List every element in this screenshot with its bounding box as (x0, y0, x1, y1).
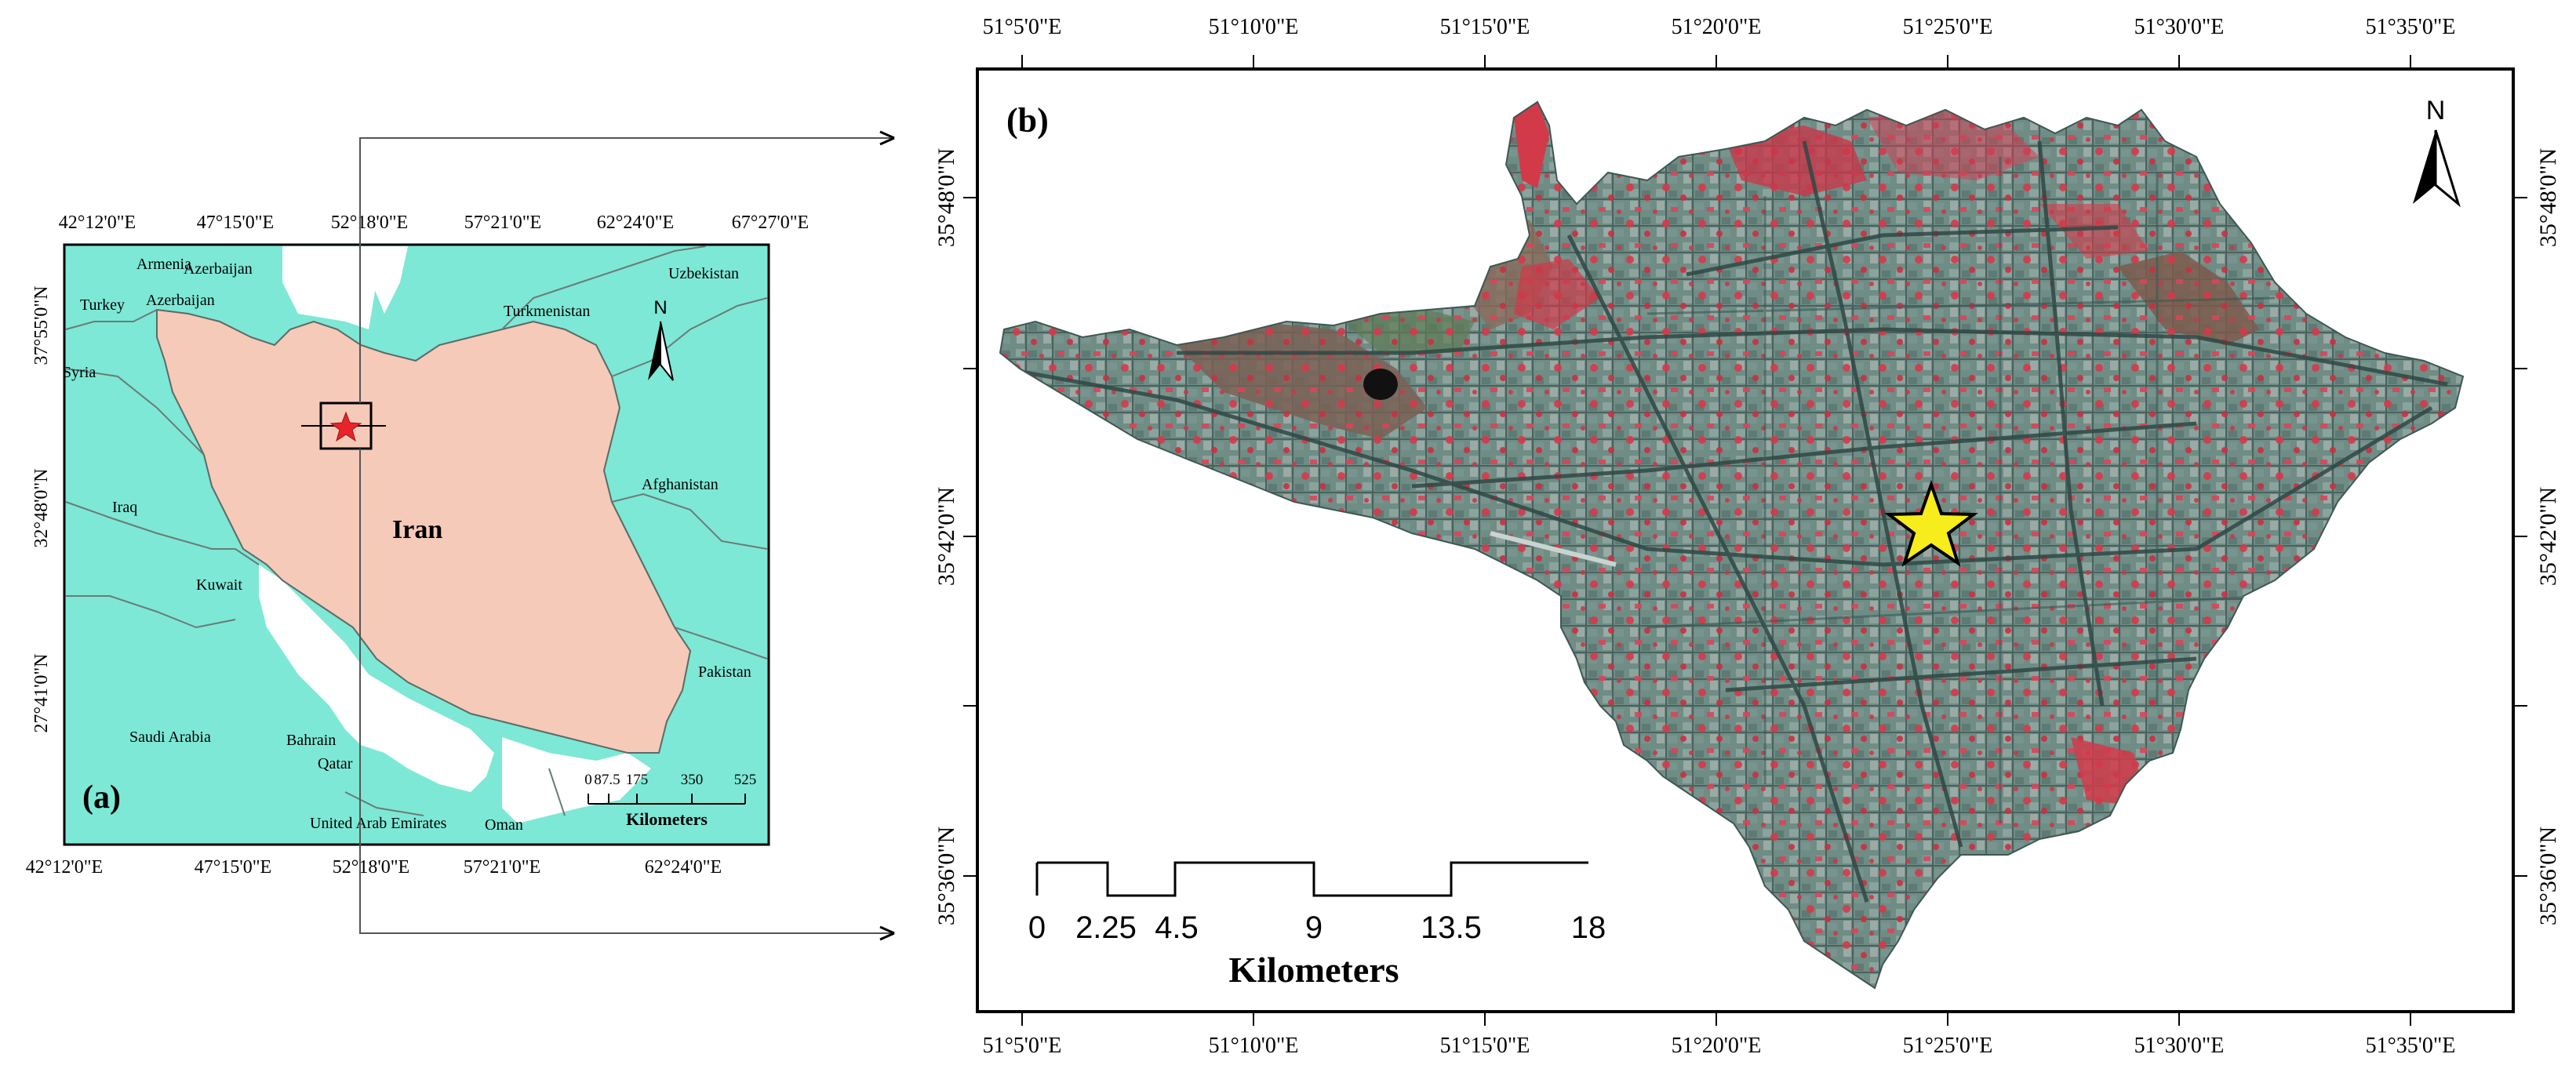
panel-a-top-tick: 57°21'0"E (464, 213, 541, 233)
panel-a-turkey-area (66, 246, 292, 329)
label-kuwait: Kuwait (196, 576, 242, 594)
panel-a: 42°12'0"E 47°15'0"E 52°18'0"E 57°21'0"E … (26, 213, 809, 878)
panel-b-left-tick: 35°36'0"N (933, 827, 959, 925)
label-iran: Iran (392, 515, 442, 544)
panel-b-scale-bar: 0 2.25 4.5 9 13.5 18 Kilometers (1028, 861, 1606, 990)
panel-b-top-tick: 51°25'0"E (1903, 15, 1993, 39)
panel-a-left-tick: 32°48'0"N (31, 468, 52, 547)
panel-b-bottom-tick: 51°20'0"E (1672, 1034, 1762, 1058)
panel-a-left-ticks: 37°55'0"N 32°48'0"N 27°41'0"N (31, 285, 52, 732)
north-label: N (653, 297, 667, 318)
scale-tick: 87.5 (594, 772, 620, 788)
panel-b-left-ticks: 35°48'0"N 35°42'0"N 35°36'0"N (933, 148, 959, 925)
panel-b-top-tick: 51°5'0"E (983, 15, 1062, 39)
panel-a-bottom-tick: 57°21'0"E (464, 857, 540, 878)
panel-a-country-labels: Armenia Azerbaijan Azerbaijan Turkey Syr… (63, 256, 751, 834)
label-syria: Syria (63, 364, 96, 381)
panel-b-label: (b) (1006, 101, 1049, 140)
panel-a-left-tick: 37°55'0"N (31, 285, 52, 365)
connector-lines (359, 130, 895, 941)
panel-a-iran (156, 308, 692, 754)
label-turkmenistan: Turkmenistan (504, 303, 590, 320)
panel-a-top-tick: 62°24'0"E (597, 213, 674, 233)
panel-a-top-tick: 42°12'0"E (59, 213, 136, 233)
scale-tick: 13.5 (1421, 910, 1482, 945)
panel-b-north-arrow: N (2413, 96, 2461, 208)
panel-b-bottom-tick: 51°25'0"E (1903, 1034, 1993, 1058)
scale-unit: Kilometers (1228, 950, 1399, 990)
panel-b-top-ticks: 51°5'0"E 51°10'0"E 51°15'0"E 51°20'0"E 5… (983, 15, 2456, 39)
star-icon (329, 411, 362, 442)
scale-tick: 0 (584, 772, 592, 788)
north-label: N (2426, 96, 2446, 125)
panel-a-top-tick: 52°18'0"E (331, 213, 408, 233)
label-azerbaijan: Azerbaijan (184, 260, 253, 278)
panel-b-left-tick: 35°48'0"N (933, 148, 959, 247)
scale-tick: 2.25 (1075, 910, 1137, 945)
panel-a-caspian (282, 246, 377, 329)
panel-b: 51°5'0"E 51°10'0"E 51°15'0"E 51°20'0"E 5… (933, 15, 2561, 1058)
panel-b-top-tick: 51°20'0"E (1672, 15, 1762, 39)
scale-tick: 175 (626, 772, 649, 788)
panel-a-top-ticks: 42°12'0"E 47°15'0"E 52°18'0"E 57°21'0"E … (59, 213, 809, 233)
panel-b-bottom-ticks: 51°5'0"E 51°10'0"E 51°15'0"E 51°20'0"E 5… (983, 1034, 2456, 1058)
lake-feature (1363, 369, 1398, 400)
panel-a-bottom-tick: 52°18'0"E (333, 857, 409, 878)
panel-a-gulf (259, 565, 494, 792)
panel-b-tick-marks (963, 55, 2527, 1026)
label-iraq: Iraq (112, 499, 137, 516)
scale-tick: 525 (734, 772, 757, 788)
scale-unit: Kilometers (626, 809, 708, 829)
label-afghanistan: Afghanistan (642, 476, 719, 493)
panel-b-bottom-tick: 51°30'0"E (2134, 1034, 2225, 1058)
label-qatar: Qatar (318, 755, 353, 772)
panel-b-top-tick: 51°15'0"E (1440, 15, 1530, 39)
panel-a-bottom-tick: 42°12'0"E (26, 857, 103, 878)
label-bahrain: Bahrain (286, 732, 336, 749)
panel-b-bottom-tick: 51°35'0"E (2366, 1034, 2456, 1058)
panel-a-north-arrow: N (648, 297, 674, 381)
panel-b-right-tick: 35°36'0"N (2535, 827, 2561, 925)
north-arrow-icon (2413, 130, 2436, 204)
panel-b-right-ticks: 35°48'0"N 35°42'0"N 35°36'0"N (2535, 148, 2561, 925)
panel-a-label: (a) (82, 780, 121, 816)
panel-a-bottom-tick: 47°15'0"E (195, 857, 271, 878)
label-azerbaijan: Azerbaijan (146, 292, 215, 309)
scale-tick: 9 (1305, 910, 1323, 945)
study-location-star-icon (1884, 479, 1978, 567)
north-arrow-icon (648, 322, 660, 380)
panel-a-bottom-ticks: 42°12'0"E 47°15'0"E 52°18'0"E 57°21'0"E … (26, 857, 722, 878)
panel-b-right-tick: 35°48'0"N (2535, 148, 2561, 247)
label-oman: Oman (485, 816, 523, 834)
scale-tick: 18 (1571, 910, 1606, 945)
scale-tick: 0 (1028, 910, 1046, 945)
label-uae: United Arab Emirates (310, 815, 447, 832)
panel-b-bottom-tick: 51°15'0"E (1440, 1034, 1530, 1058)
label-saudi-arabia: Saudi Arabia (129, 729, 211, 746)
panel-a-bottom-tick: 62°24'0"E (645, 857, 722, 878)
label-armenia: Armenia (136, 256, 191, 273)
label-pakistan: Pakistan (698, 663, 751, 681)
panel-b-bottom-tick: 51°5'0"E (983, 1034, 1062, 1058)
panel-a-top-tick: 67°27'0"E (732, 213, 809, 233)
panel-b-right-tick: 35°42'0"N (2535, 487, 2561, 586)
label-turkey: Turkey (80, 296, 125, 314)
label-uzbekistan: Uzbekistan (668, 265, 739, 282)
panel-b-top-tick: 51°30'0"E (2134, 15, 2225, 39)
scale-tick: 4.5 (1155, 910, 1199, 945)
panel-a-left-tick: 27°41'0"N (31, 653, 52, 732)
panel-a-scale-bar: 0 87.5 175 350 525 Kilometers (584, 772, 756, 829)
panel-a-top-tick: 47°15'0"E (197, 213, 274, 233)
panel-b-top-tick: 51°10'0"E (1209, 15, 1299, 39)
panel-b-top-tick: 51°35'0"E (2366, 15, 2456, 39)
scale-tick: 350 (681, 772, 704, 788)
panel-b-left-tick: 35°42'0"N (933, 487, 959, 586)
panel-b-bottom-tick: 51°10'0"E (1209, 1034, 1299, 1058)
panel-a-map-content: Armenia Azerbaijan Azerbaijan Turkey Syr… (63, 245, 768, 839)
panel-a-study-area-marker (301, 402, 386, 450)
